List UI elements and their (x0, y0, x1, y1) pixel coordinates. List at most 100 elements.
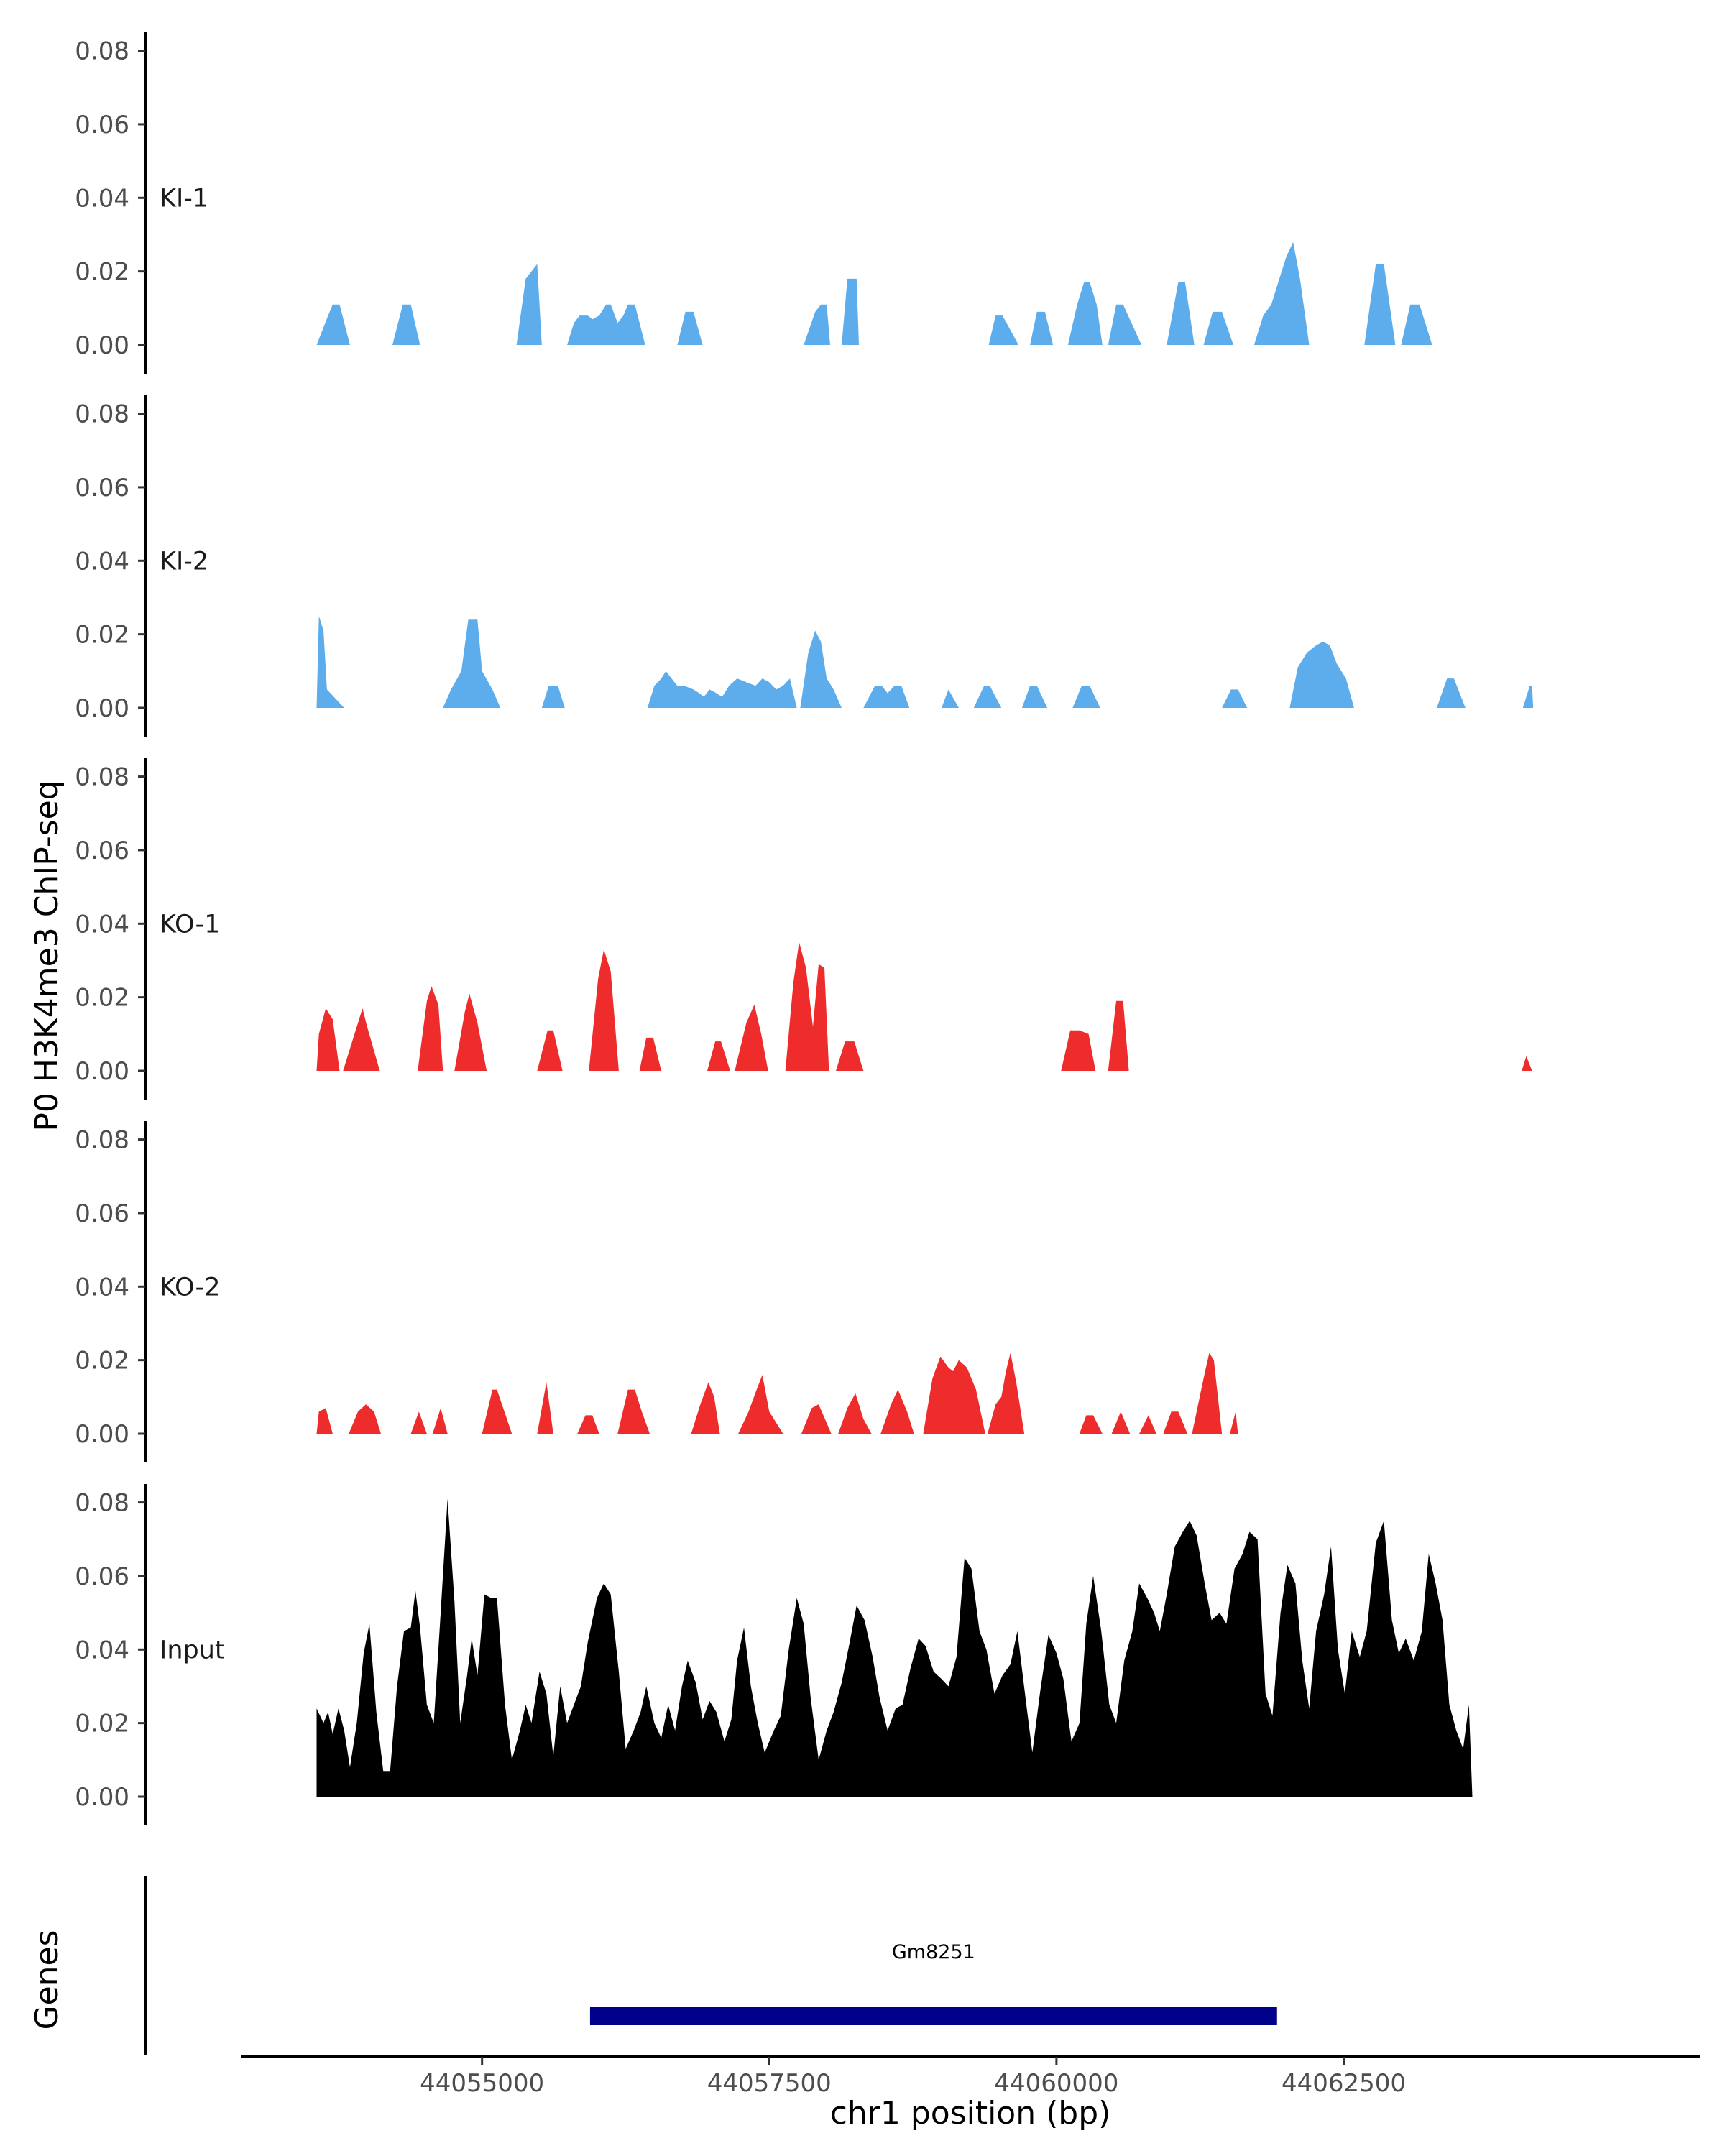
y-tick-label: 0.04 (75, 547, 129, 576)
signal-peak (1079, 1415, 1103, 1434)
signal-peak (1021, 686, 1048, 708)
signal-peak (418, 986, 443, 1071)
gene-bar (589, 2007, 1277, 2025)
signal-peak (343, 1008, 380, 1071)
x-tick-label: 44057500 (707, 2069, 832, 2098)
y-tick-label: 0.06 (75, 111, 129, 139)
signal-peak (1401, 304, 1432, 345)
genes-axis-title: Genes (29, 1930, 65, 2030)
signal-peak (1192, 1353, 1223, 1434)
signal-peak (432, 1408, 448, 1434)
gene-label: Gm8251 (892, 1941, 975, 1963)
y-tick-label: 0.00 (75, 1420, 129, 1449)
signal-peak (617, 1389, 650, 1434)
track-label: Input (160, 1636, 225, 1664)
y-tick-label: 0.00 (75, 1057, 129, 1086)
y-tick-label: 0.02 (75, 984, 129, 1013)
signal-peak (973, 686, 1002, 708)
signal-peak (880, 1389, 914, 1434)
signal-peak (1254, 241, 1310, 345)
y-tick-label: 0.04 (75, 184, 129, 213)
signal-peak (988, 315, 1019, 345)
genes-panel: Gm8251 (144, 1876, 1277, 2055)
signal-peak (392, 304, 420, 345)
y-tick-label: 0.00 (75, 331, 129, 360)
track-label: KO-2 (160, 1273, 220, 1302)
x-axis: 44055000 44057500 44060000 44062500 (241, 2055, 1700, 2098)
tracks-layer: 0.00 0.02 0.04 0.06 0.08 KI-1 0.00 0.02 0.04 0.06… (75, 32, 1534, 1825)
signal-peak (537, 1030, 563, 1071)
y-tick-label: 0.08 (75, 1489, 129, 1518)
signal-peak (1061, 1030, 1096, 1071)
signal-peak (836, 1041, 864, 1071)
signal-peak (1108, 304, 1142, 345)
y-tick-label: 0.06 (75, 837, 129, 865)
y-tick-label: 0.06 (75, 474, 129, 502)
signal-peak (316, 1408, 333, 1434)
signal-peak (707, 1041, 730, 1071)
y-tick-label: 0.04 (75, 1273, 129, 1302)
signal-peak (1364, 264, 1396, 345)
y-tick-label: 0.04 (75, 1636, 129, 1664)
signal-peak (1108, 1000, 1129, 1071)
signal-peak (541, 686, 565, 708)
signal-peak (1230, 1411, 1238, 1434)
track-label: KI-2 (160, 547, 208, 576)
signal-peak (1522, 686, 1534, 708)
signal-peak (1111, 1411, 1131, 1434)
signal-peak (537, 1382, 553, 1434)
signal-peak (316, 1008, 340, 1071)
signal-peak (735, 1004, 768, 1071)
signal-peak (842, 278, 859, 345)
signal-peak (589, 949, 619, 1071)
track-input: 0.00 0.02 0.04 0.06 0.08 Input (75, 1484, 1473, 1825)
signal-peak (1437, 678, 1466, 708)
y-tick-label: 0.04 (75, 910, 129, 939)
signal-peak (838, 1393, 872, 1434)
signal-peak (410, 1411, 427, 1434)
signal-peak (804, 304, 830, 345)
signal-area (316, 1498, 1473, 1797)
y-tick-label: 0.00 (75, 694, 129, 723)
signal-peak (1139, 1415, 1156, 1434)
signal-peak (738, 1375, 783, 1434)
signal-peak (677, 311, 703, 345)
y-tick-label: 0.02 (75, 258, 129, 287)
y-tick-label: 0.06 (75, 1562, 129, 1591)
signal-peak (801, 1404, 832, 1434)
signal-peak (1072, 686, 1100, 708)
signal-peak (1222, 689, 1248, 708)
x-axis-title: chr1 position (bp) (830, 2095, 1111, 2132)
signal-peak (1289, 641, 1354, 708)
y-axis-title: P0 H3K4me3 ChIP-seq (29, 780, 65, 1131)
y-tick-label: 0.08 (75, 400, 129, 429)
signal-peak (1167, 282, 1195, 345)
signal-peak (1163, 1411, 1188, 1434)
signal-peak (691, 1382, 720, 1434)
signal-peak (639, 1037, 661, 1071)
y-tick-label: 0.02 (75, 1347, 129, 1376)
y-tick-label: 0.08 (75, 763, 129, 792)
signal-peak (516, 264, 542, 345)
signal-peak (349, 1404, 381, 1434)
y-tick-label: 0.02 (75, 1710, 129, 1738)
signal-peak (863, 686, 910, 708)
signal-peak (577, 1415, 599, 1434)
signal-peak (988, 1353, 1025, 1434)
signal-peak (567, 304, 645, 345)
track-ki-1: 0.00 0.02 0.04 0.06 0.08 KI-1 (75, 32, 1432, 374)
y-tick-label: 0.06 (75, 1199, 129, 1228)
signal-peak (1030, 311, 1054, 345)
signal-peak (1067, 282, 1103, 345)
signal-peak (942, 689, 959, 708)
signal-peak (923, 1356, 985, 1434)
track-ko-1: 0.00 0.02 0.04 0.06 0.08 KO-1 (75, 758, 1532, 1100)
x-tick-label: 44062500 (1282, 2069, 1406, 2098)
y-tick-label: 0.08 (75, 1126, 129, 1155)
x-tick-label: 44060000 (994, 2069, 1118, 2098)
track-label: KI-1 (160, 184, 208, 213)
signal-peak (1203, 311, 1233, 345)
signal-peak (482, 1389, 512, 1434)
signal-peak (800, 630, 842, 708)
